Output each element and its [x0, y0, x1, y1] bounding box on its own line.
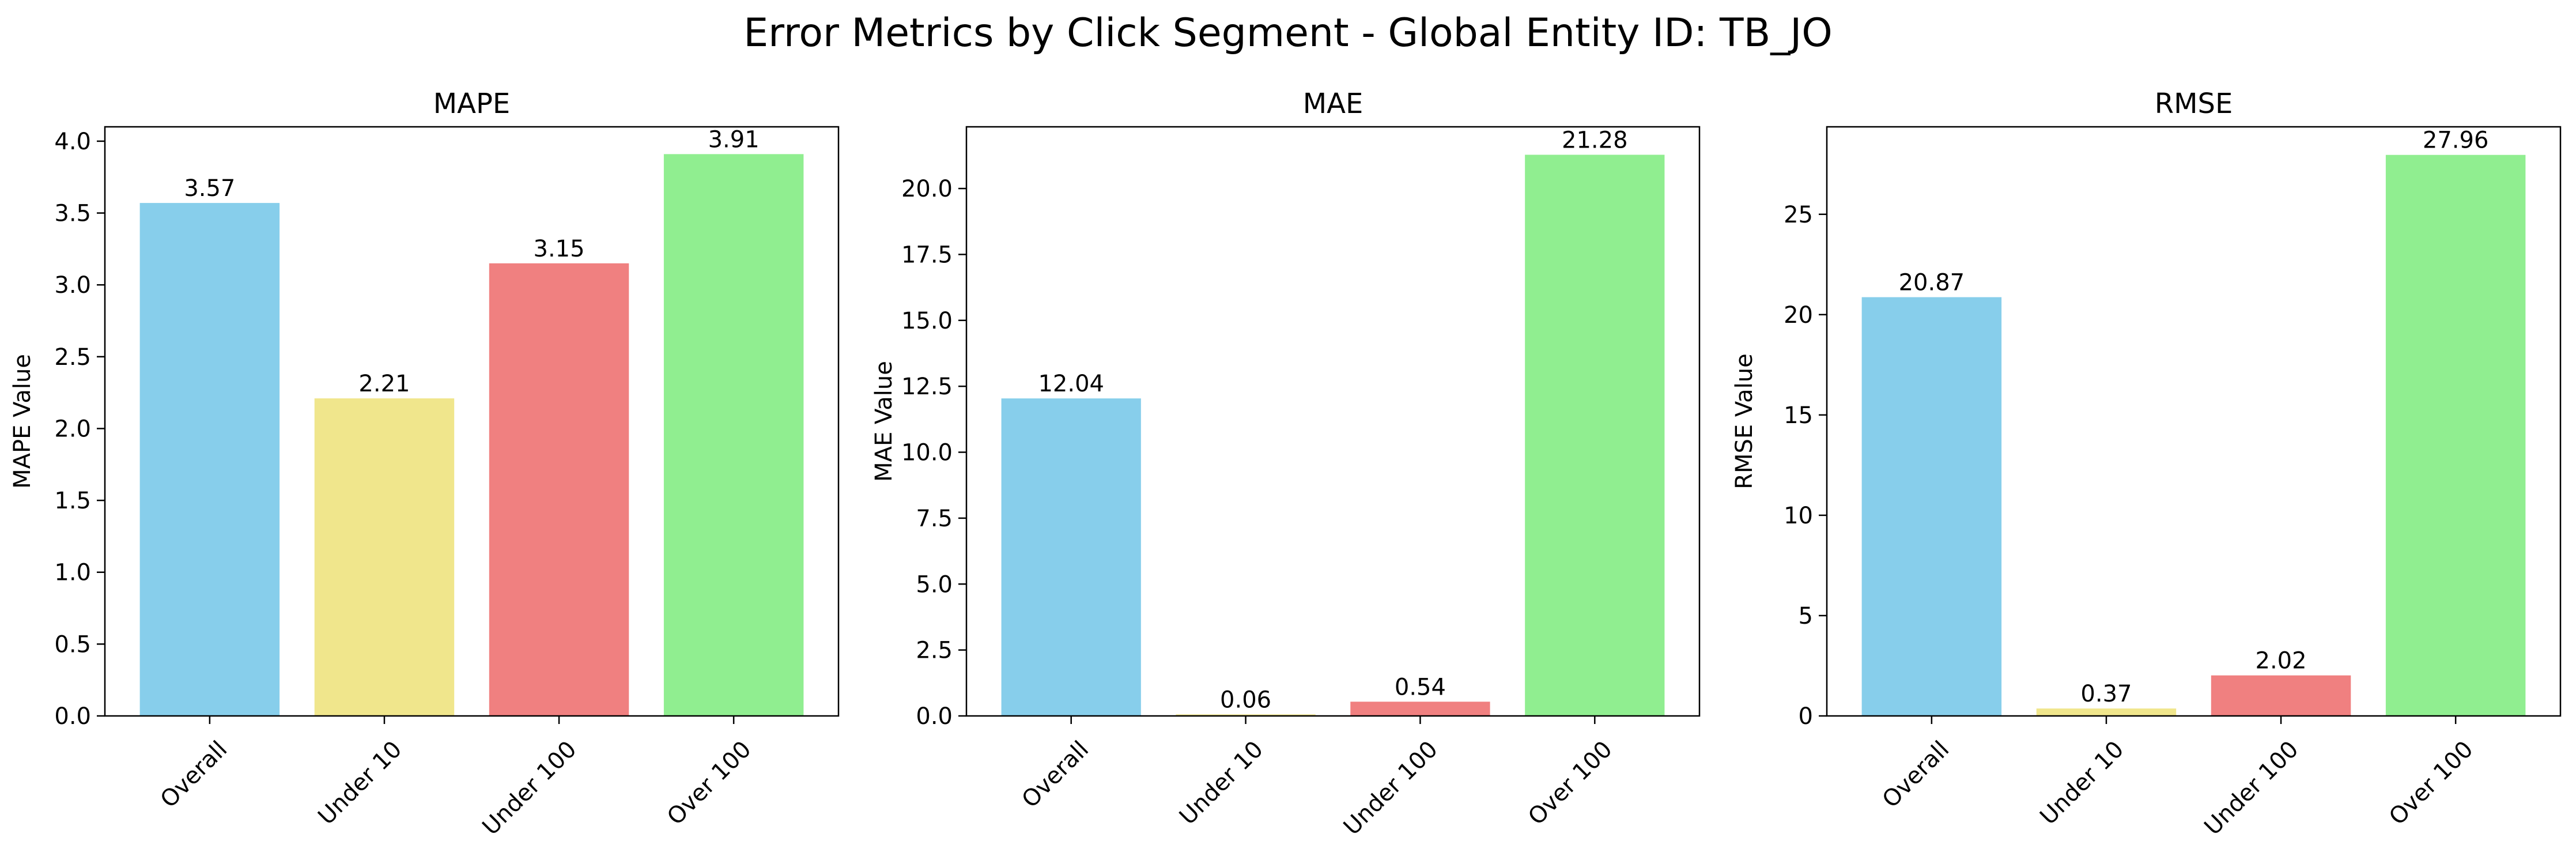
- rmse-ytick-label-2: 10: [1784, 503, 1813, 529]
- mape-value-label-1: 2.21: [358, 371, 410, 397]
- mae-value-label-2: 0.54: [1395, 674, 1446, 700]
- rmse-bar-1: [2036, 708, 2177, 716]
- mape-value-label-2: 3.15: [534, 236, 585, 262]
- mape-ytick-label-2: 1.0: [54, 560, 91, 586]
- rmse-ytick-label-0: 0: [1799, 703, 1813, 730]
- mape-xtick-label-2: Under 100: [477, 736, 581, 840]
- mape-xtick-label-3: Over 100: [662, 736, 757, 831]
- rmse-xtick-label-3: Over 100: [2384, 736, 2479, 831]
- mape-bar-3: [663, 154, 804, 716]
- mape-bar-1: [314, 398, 455, 716]
- mae-value-label-0: 12.04: [1038, 371, 1104, 397]
- mae-bar-3: [1525, 154, 1665, 716]
- mape-ytick-label-3: 1.5: [54, 488, 91, 514]
- mae-ytick-label-8: 20.0: [901, 176, 953, 202]
- rmse-bar-3: [2385, 154, 2526, 716]
- mape-ytick-label-1: 0.5: [54, 631, 91, 658]
- mae-xtick-label-0: Overall: [1017, 736, 1094, 813]
- mape-axes-frame: [104, 126, 840, 717]
- rmse-bar-2: [2211, 675, 2351, 716]
- rmse-xtick-label-0: Overall: [1878, 736, 1955, 813]
- mae-xtick-label-3: Over 100: [1523, 736, 1618, 831]
- mape-value-label-3: 3.91: [708, 126, 760, 153]
- rmse-axes-frame: [1826, 126, 2562, 717]
- mape-subplot-title: MAPE: [433, 88, 511, 120]
- mae-value-label-3: 21.28: [1562, 127, 1628, 153]
- figure-title: Error Metrics by Click Segment - Global …: [743, 10, 1833, 56]
- rmse-xtick-label-2: Under 100: [2199, 736, 2303, 840]
- mape-ytick-label-6: 3.0: [54, 272, 91, 299]
- mae-ytick-label-5: 12.5: [901, 374, 953, 400]
- mape-ytick-label-5: 2.5: [54, 344, 91, 371]
- mape-xtick-label-0: Overall: [156, 736, 233, 813]
- mae-ytick-label-7: 17.5: [901, 242, 953, 268]
- rmse-ytick-label-1: 5: [1799, 603, 1813, 629]
- mape-ytick-label-4: 2.0: [54, 416, 91, 442]
- mae-ytick-label-6: 15.0: [901, 308, 953, 334]
- rmse-subplot-title: RMSE: [2155, 88, 2233, 120]
- mape-value-label-0: 3.57: [184, 175, 235, 202]
- mae-ytick-label-4: 10.0: [901, 440, 953, 466]
- mae-ytick-label-3: 7.5: [916, 506, 953, 532]
- rmse-value-label-2: 2.02: [2256, 648, 2307, 674]
- rmse-ytick-label-3: 15: [1784, 402, 1813, 429]
- rmse-value-label-3: 27.96: [2423, 127, 2489, 154]
- rmse-bar-0: [1861, 297, 2002, 716]
- rmse-value-label-1: 0.37: [2080, 681, 2132, 707]
- mae-bar-0: [1001, 398, 1141, 716]
- mape-ytick-label-8: 4.0: [54, 129, 91, 155]
- mae-xtick-label-2: Under 100: [1339, 736, 1443, 840]
- mae-bar-1: [1176, 714, 1316, 716]
- mae-bar-2: [1350, 702, 1490, 716]
- mae-value-label-1: 0.06: [1220, 687, 1271, 713]
- mape-ytick-label-0: 0.0: [54, 703, 91, 730]
- mape-bar-2: [489, 263, 629, 716]
- rmse-ylabel: RMSE Value: [1731, 353, 1758, 489]
- mape-ylabel: MAPE Value: [9, 354, 36, 489]
- mae-ytick-label-1: 2.5: [916, 638, 953, 664]
- mae-axes-frame: [965, 126, 1701, 717]
- mae-ytick-label-2: 5.0: [916, 571, 953, 598]
- mae-ytick-label-0: 0.0: [916, 703, 953, 730]
- rmse-xtick-label-1: Under 10: [2035, 736, 2129, 830]
- mae-xtick-label-1: Under 10: [1174, 736, 1268, 830]
- mape-xtick-label-1: Under 10: [313, 736, 407, 830]
- mape-ytick-label-7: 3.5: [54, 201, 91, 227]
- mae-ylabel: MAE Value: [871, 361, 897, 482]
- rmse-ytick-label-5: 25: [1784, 202, 1813, 228]
- mape-bar-0: [139, 203, 280, 716]
- rmse-value-label-0: 20.87: [1899, 270, 1965, 296]
- rmse-ytick-label-4: 20: [1784, 302, 1813, 329]
- mae-subplot-title: MAE: [1303, 88, 1363, 120]
